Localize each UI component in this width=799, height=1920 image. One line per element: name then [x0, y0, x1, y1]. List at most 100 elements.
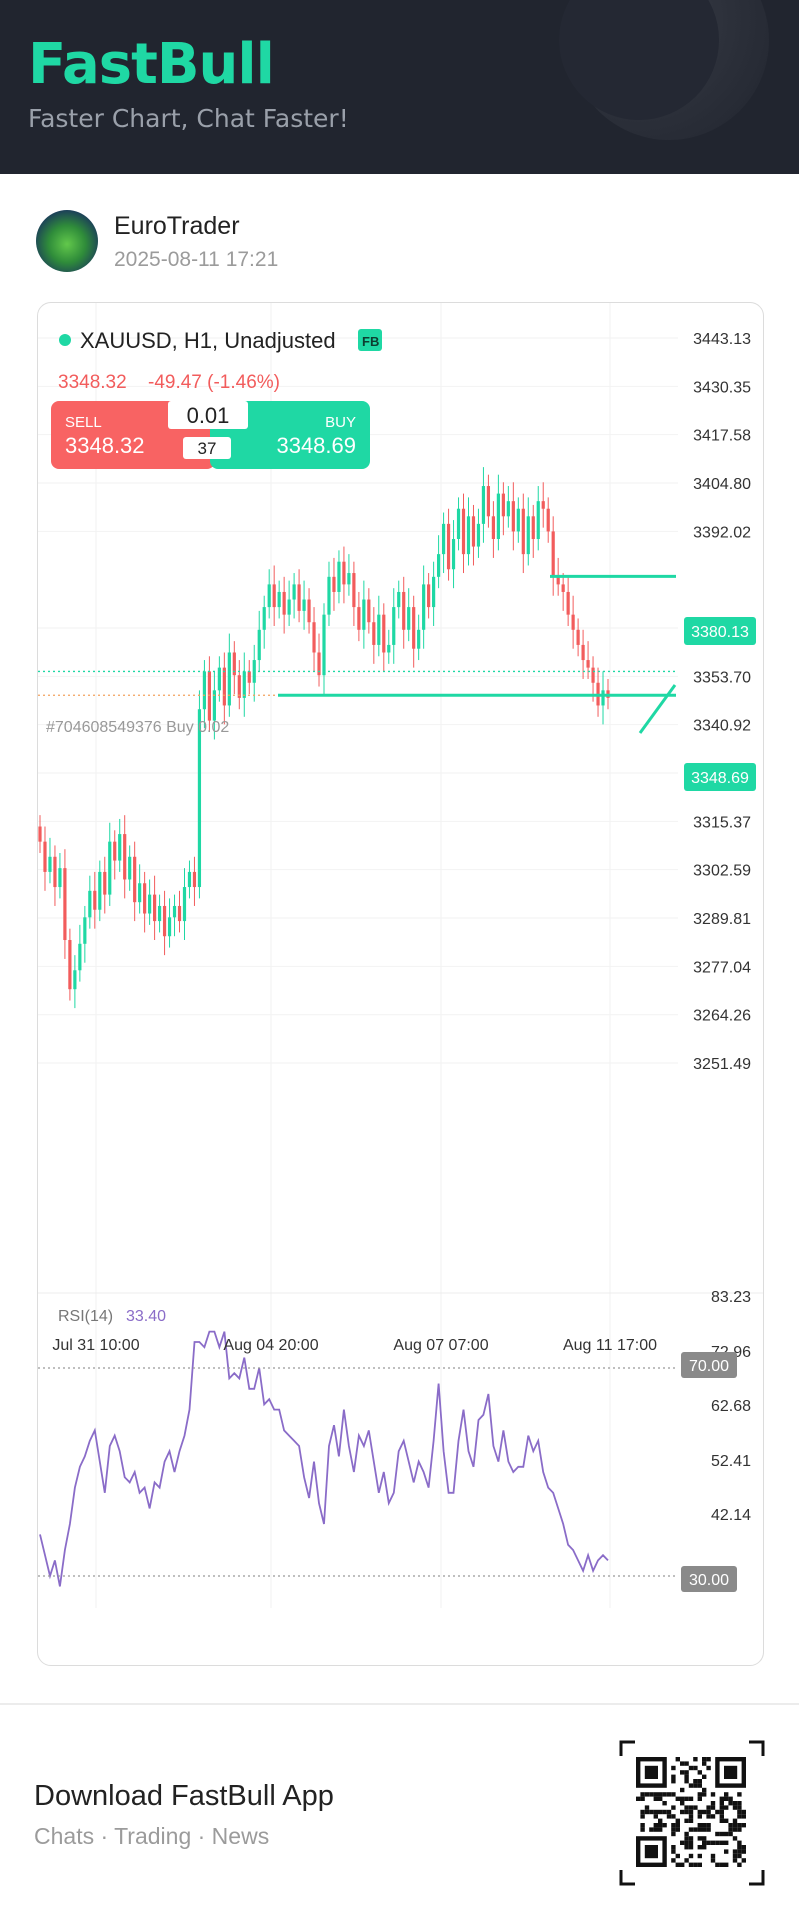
candle-body — [247, 671, 251, 683]
qr-module — [653, 1792, 658, 1797]
price-tick-label: 3277.04 — [693, 959, 751, 976]
qr-module — [737, 1862, 742, 1867]
lot-size[interactable]: 0.01 — [187, 403, 230, 428]
order-line-label[interactable]: #704608549376 Buy 0.02 — [46, 719, 229, 736]
qr-module — [737, 1840, 742, 1845]
buy-price: 3348.69 — [276, 433, 356, 458]
qr-module — [684, 1845, 689, 1850]
avatar[interactable] — [36, 210, 98, 272]
qr-module — [671, 1774, 676, 1779]
candle-body — [68, 940, 72, 990]
candle-body — [581, 644, 585, 661]
qr-module — [741, 1849, 746, 1854]
spread-box — [183, 437, 231, 459]
qr-module — [697, 1796, 702, 1801]
candle-body — [337, 561, 341, 592]
qr-module — [671, 1827, 676, 1832]
lot-size-box[interactable] — [168, 401, 248, 429]
price-tick-label: 3251.49 — [693, 1056, 751, 1073]
rsi-value: 33.40 — [126, 1308, 166, 1325]
rsi-tick-label: 52.41 — [711, 1453, 751, 1470]
candle-body — [432, 576, 436, 608]
qr-module — [640, 1814, 645, 1819]
app-header: FastBull Faster Chart, Chat Faster! — [0, 0, 799, 174]
trend-line[interactable] — [638, 684, 677, 734]
qr-module — [710, 1853, 716, 1859]
candle-body — [367, 599, 371, 623]
candle-body — [571, 614, 575, 630]
price-chart[interactable]: 3443.133430.353417.583404.803392.023366.… — [38, 303, 763, 1665]
qr-module — [732, 1827, 738, 1832]
candle-body — [297, 584, 301, 611]
qr-module — [706, 1765, 711, 1771]
qr-module — [693, 1757, 698, 1762]
qr-module — [706, 1809, 711, 1815]
candle-body — [187, 871, 192, 888]
qr-module — [706, 1805, 711, 1810]
qr-module — [684, 1809, 689, 1815]
buy-button[interactable] — [210, 401, 370, 469]
qr-module — [702, 1840, 707, 1845]
time-tick-label: Aug 11 17:00 — [563, 1337, 657, 1354]
qr-module — [702, 1757, 707, 1762]
qr-module — [658, 1792, 663, 1797]
candle-body — [566, 591, 570, 615]
qr-module — [675, 1796, 680, 1801]
candle-body — [237, 675, 241, 698]
symbol-title[interactable]: XAUUSD, H1, Unadjusted — [80, 328, 336, 353]
live-dot — [59, 334, 71, 346]
candle-body — [262, 607, 266, 630]
qr-module — [688, 1796, 694, 1801]
qr-module — [684, 1818, 689, 1823]
candle-body — [143, 883, 147, 914]
candle-body — [192, 871, 197, 888]
candle-body — [148, 894, 152, 914]
qr-module — [724, 1862, 729, 1867]
candle-body — [43, 841, 47, 872]
candle-body — [272, 584, 276, 608]
price-tick-label: 3264.26 — [693, 1008, 751, 1025]
qr-module — [702, 1823, 707, 1828]
qr-module — [697, 1823, 702, 1828]
qr-module — [675, 1853, 680, 1859]
candle-body — [451, 538, 456, 570]
qr-module — [688, 1765, 694, 1771]
qr-module — [684, 1779, 689, 1784]
candle-body — [536, 501, 540, 539]
sell-label: SELL — [65, 414, 102, 431]
qr-module — [702, 1792, 707, 1797]
candle-body — [317, 652, 321, 676]
qr-module — [737, 1792, 742, 1797]
qr-module — [728, 1823, 733, 1828]
download-title[interactable]: Download FastBull App — [34, 1780, 334, 1812]
qr-module — [719, 1818, 724, 1823]
candle-body — [422, 584, 426, 630]
candle-body — [591, 667, 595, 683]
current-price-tag: 3348.69 — [684, 763, 756, 791]
qr-module — [680, 1796, 685, 1801]
trade-panel[interactable]: 0.01 37 SELL 3348.32 BUY 3348.69 — [51, 401, 370, 469]
candle-body — [551, 531, 555, 577]
username[interactable]: EuroTrader — [114, 212, 240, 240]
candle-body — [217, 667, 221, 691]
candle-body — [466, 516, 471, 555]
upper-line-price-tag: 3380.13 — [684, 617, 756, 645]
qr-module — [688, 1827, 694, 1832]
qr-module — [702, 1761, 707, 1766]
candle-body — [93, 890, 97, 910]
qr-code[interactable] — [619, 1740, 765, 1886]
chart-card[interactable]: 3443.133430.353417.583404.803392.023366.… — [37, 302, 764, 1666]
last-price: 3348.32 — [58, 372, 127, 393]
qr-module — [658, 1796, 663, 1801]
candle-body — [427, 584, 431, 608]
brand-logo: FastBull — [28, 32, 275, 97]
candle-body — [342, 561, 346, 585]
rsi-line — [39, 1330, 609, 1587]
qr-module — [715, 1831, 720, 1837]
candle-body — [157, 905, 162, 922]
candle-body — [357, 607, 361, 630]
candle-body — [327, 576, 331, 615]
candle-body — [103, 871, 107, 895]
qr-module — [675, 1823, 680, 1828]
candle-body — [222, 667, 226, 706]
